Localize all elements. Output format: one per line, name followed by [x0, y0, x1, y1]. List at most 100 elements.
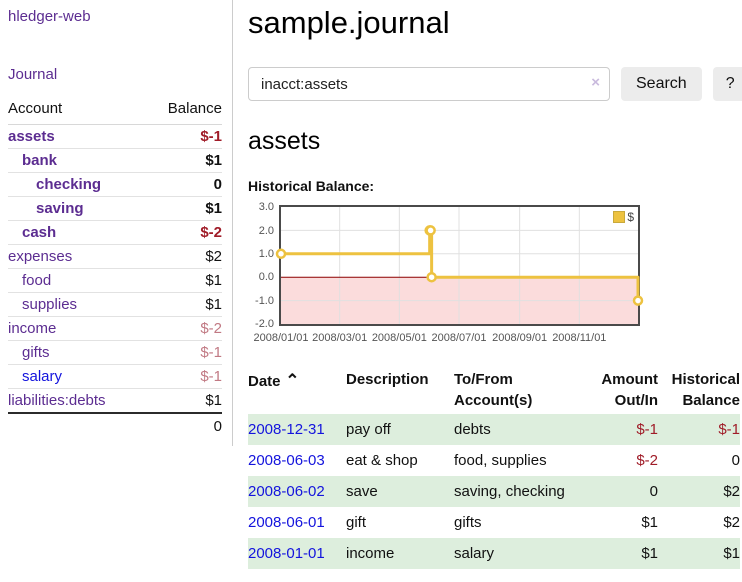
transaction-amount: $1 — [641, 545, 658, 563]
y-axis-tick-label: -1.0 — [255, 294, 274, 307]
account-name-cell: bank — [8, 148, 146, 173]
x-axis-tick-label: 2008/07/01 — [431, 332, 487, 345]
account-row: assets $-1 — [8, 125, 222, 149]
account-name-cell: food — [8, 268, 146, 293]
account-row: liabilities:debts $1 — [8, 388, 222, 413]
account-name-cell: assets — [8, 125, 146, 149]
account-link[interactable]: cash — [22, 224, 57, 241]
x-axis-tick-label: 2008/11/01 — [552, 332, 607, 345]
account-row: food $1 — [8, 268, 222, 293]
legend-label: $ — [627, 210, 634, 225]
account-link[interactable]: expenses — [8, 248, 73, 265]
transaction-balance: $2 — [723, 483, 740, 501]
search-input[interactable] — [248, 67, 610, 102]
transaction-date-cell: 2008-12-31 — [248, 414, 346, 445]
account-balance: 0 — [145, 172, 222, 197]
account-name-cell: liabilities:debts — [8, 388, 146, 413]
sidebar-item-journal[interactable]: Journal — [8, 66, 58, 83]
transaction-date-link[interactable]: 2008-06-03 — [248, 452, 325, 470]
account-name-cell: supplies — [8, 292, 146, 317]
x-axis-tick-label: 2008/03/01 — [312, 332, 368, 345]
account-balance: $1 — [145, 388, 222, 413]
accounts-total-row: 0 — [8, 412, 222, 439]
account-name-cell: cash — [8, 220, 146, 245]
x-axis-tick-label: 2008/01/01 — [253, 332, 309, 345]
x-axis-tick-label: 2008/09/01 — [492, 332, 548, 345]
account-row: gifts $-1 — [8, 340, 222, 365]
chart: $ 3.0 2.0 1.0 0.0 -1.0 -2.0 2008/01/01 2008/03/… — [248, 201, 668, 347]
account-row: bank $1 — [8, 148, 222, 173]
chart-plot[interactable]: $ — [275, 205, 644, 327]
y-axis-tick-label: 2.0 — [258, 224, 274, 237]
accounts-total-value: 0 — [145, 412, 222, 439]
account-row: salary $-1 — [8, 364, 222, 389]
account-balance: $2 — [145, 244, 222, 269]
account-row: checking 0 — [8, 172, 222, 197]
account-row: supplies $1 — [8, 292, 222, 317]
register-header-row: Date ⌃ Description To/From Account(s) Amoun… — [248, 368, 740, 414]
account-link[interactable]: food — [22, 272, 52, 289]
account-balance: $1 — [145, 196, 222, 221]
account-name-cell: saving — [8, 196, 146, 221]
account-link[interactable]: salary — [22, 368, 63, 385]
account-link[interactable]: liabilities:debts — [8, 392, 106, 409]
transaction-amount: $1 — [641, 514, 658, 532]
account-link[interactable]: income — [8, 320, 57, 337]
transaction-date-link[interactable]: 2008-01-01 — [248, 545, 325, 563]
transaction-date-link[interactable]: 2008-12-31 — [248, 421, 325, 439]
transaction-date-cell: 2008-06-02 — [248, 476, 346, 507]
account-balance: $-1 — [145, 364, 222, 389]
transaction-date-link[interactable]: 2008-06-01 — [248, 514, 325, 532]
register-header-amount: Amount Out/In — [601, 371, 658, 410]
search-form: × Search ? — [248, 67, 742, 102]
spacer — [8, 412, 146, 439]
chart-legend: $ — [612, 210, 635, 225]
app: hledger-web Journal Account Balance asse… — [8, 0, 742, 570]
transaction-row: 2008-01-01 income salary $1 $1 — [248, 538, 740, 570]
transaction-balance: $1 — [723, 545, 740, 563]
transaction-date-link[interactable]: 2008-06-02 — [248, 483, 325, 501]
accounts-table: Account Balance assets $-1 bank $1 checking 0… — [8, 98, 222, 439]
transaction-accounts: saving, checking — [454, 483, 565, 501]
account-name-cell: salary — [8, 364, 146, 389]
account-balance: $1 — [145, 148, 222, 173]
account-name-cell: expenses — [8, 244, 146, 269]
register-header-description: Description — [346, 371, 429, 389]
help-button[interactable]: ? — [712, 67, 742, 102]
account-link[interactable]: saving — [36, 200, 84, 217]
account-link[interactable]: supplies — [22, 296, 78, 313]
transaction-date-cell: 2008-06-03 — [248, 445, 346, 476]
transaction-row: 2008-06-03 eat & shop food, supplies $-2 0 — [248, 445, 740, 476]
transaction-description: save — [346, 483, 378, 501]
account-link[interactable]: assets — [8, 128, 55, 145]
account-name-cell: checking — [8, 172, 146, 197]
transaction-amount: $-2 — [636, 452, 658, 470]
transaction-description: gift — [346, 514, 367, 532]
account-balance: $-2 — [145, 220, 222, 245]
accounts-body: assets $-1 bank $1 checking 0 saving $1 cash $-2 e… — [8, 125, 222, 413]
clear-search-icon[interactable]: × — [591, 74, 600, 92]
transaction-balance: $-1 — [718, 421, 740, 439]
account-link[interactable]: checking — [36, 176, 102, 193]
account-link[interactable]: gifts — [22, 344, 50, 361]
transaction-date-cell: 2008-06-01 — [248, 507, 346, 538]
transaction-accounts: food, supplies — [454, 452, 547, 470]
account-row: income $-2 — [8, 316, 222, 341]
x-axis-tick-label: 2008/05/01 — [371, 332, 427, 345]
account-heading: assets — [248, 127, 321, 156]
legend-swatch-icon — [613, 211, 626, 224]
transaction-amount: 0 — [649, 483, 658, 501]
main-content: sample.journal × Search ? assets Histori… — [233, 0, 742, 570]
account-link[interactable]: bank — [22, 152, 58, 169]
chart-canvas — [275, 207, 644, 325]
search-button[interactable]: Search — [621, 67, 702, 102]
account-row: cash $-2 — [8, 220, 222, 245]
brand-link[interactable]: hledger-web — [8, 8, 91, 25]
transaction-description: eat & shop — [346, 452, 418, 470]
transaction-row: 2008-06-01 gift gifts $1 $2 — [248, 507, 740, 538]
y-axis-tick-label: 3.0 — [258, 201, 274, 214]
page-title: sample.journal — [248, 5, 450, 40]
account-name-cell: gifts — [8, 340, 146, 365]
transaction-description: income — [346, 545, 395, 563]
account-balance: $-2 — [145, 316, 222, 341]
